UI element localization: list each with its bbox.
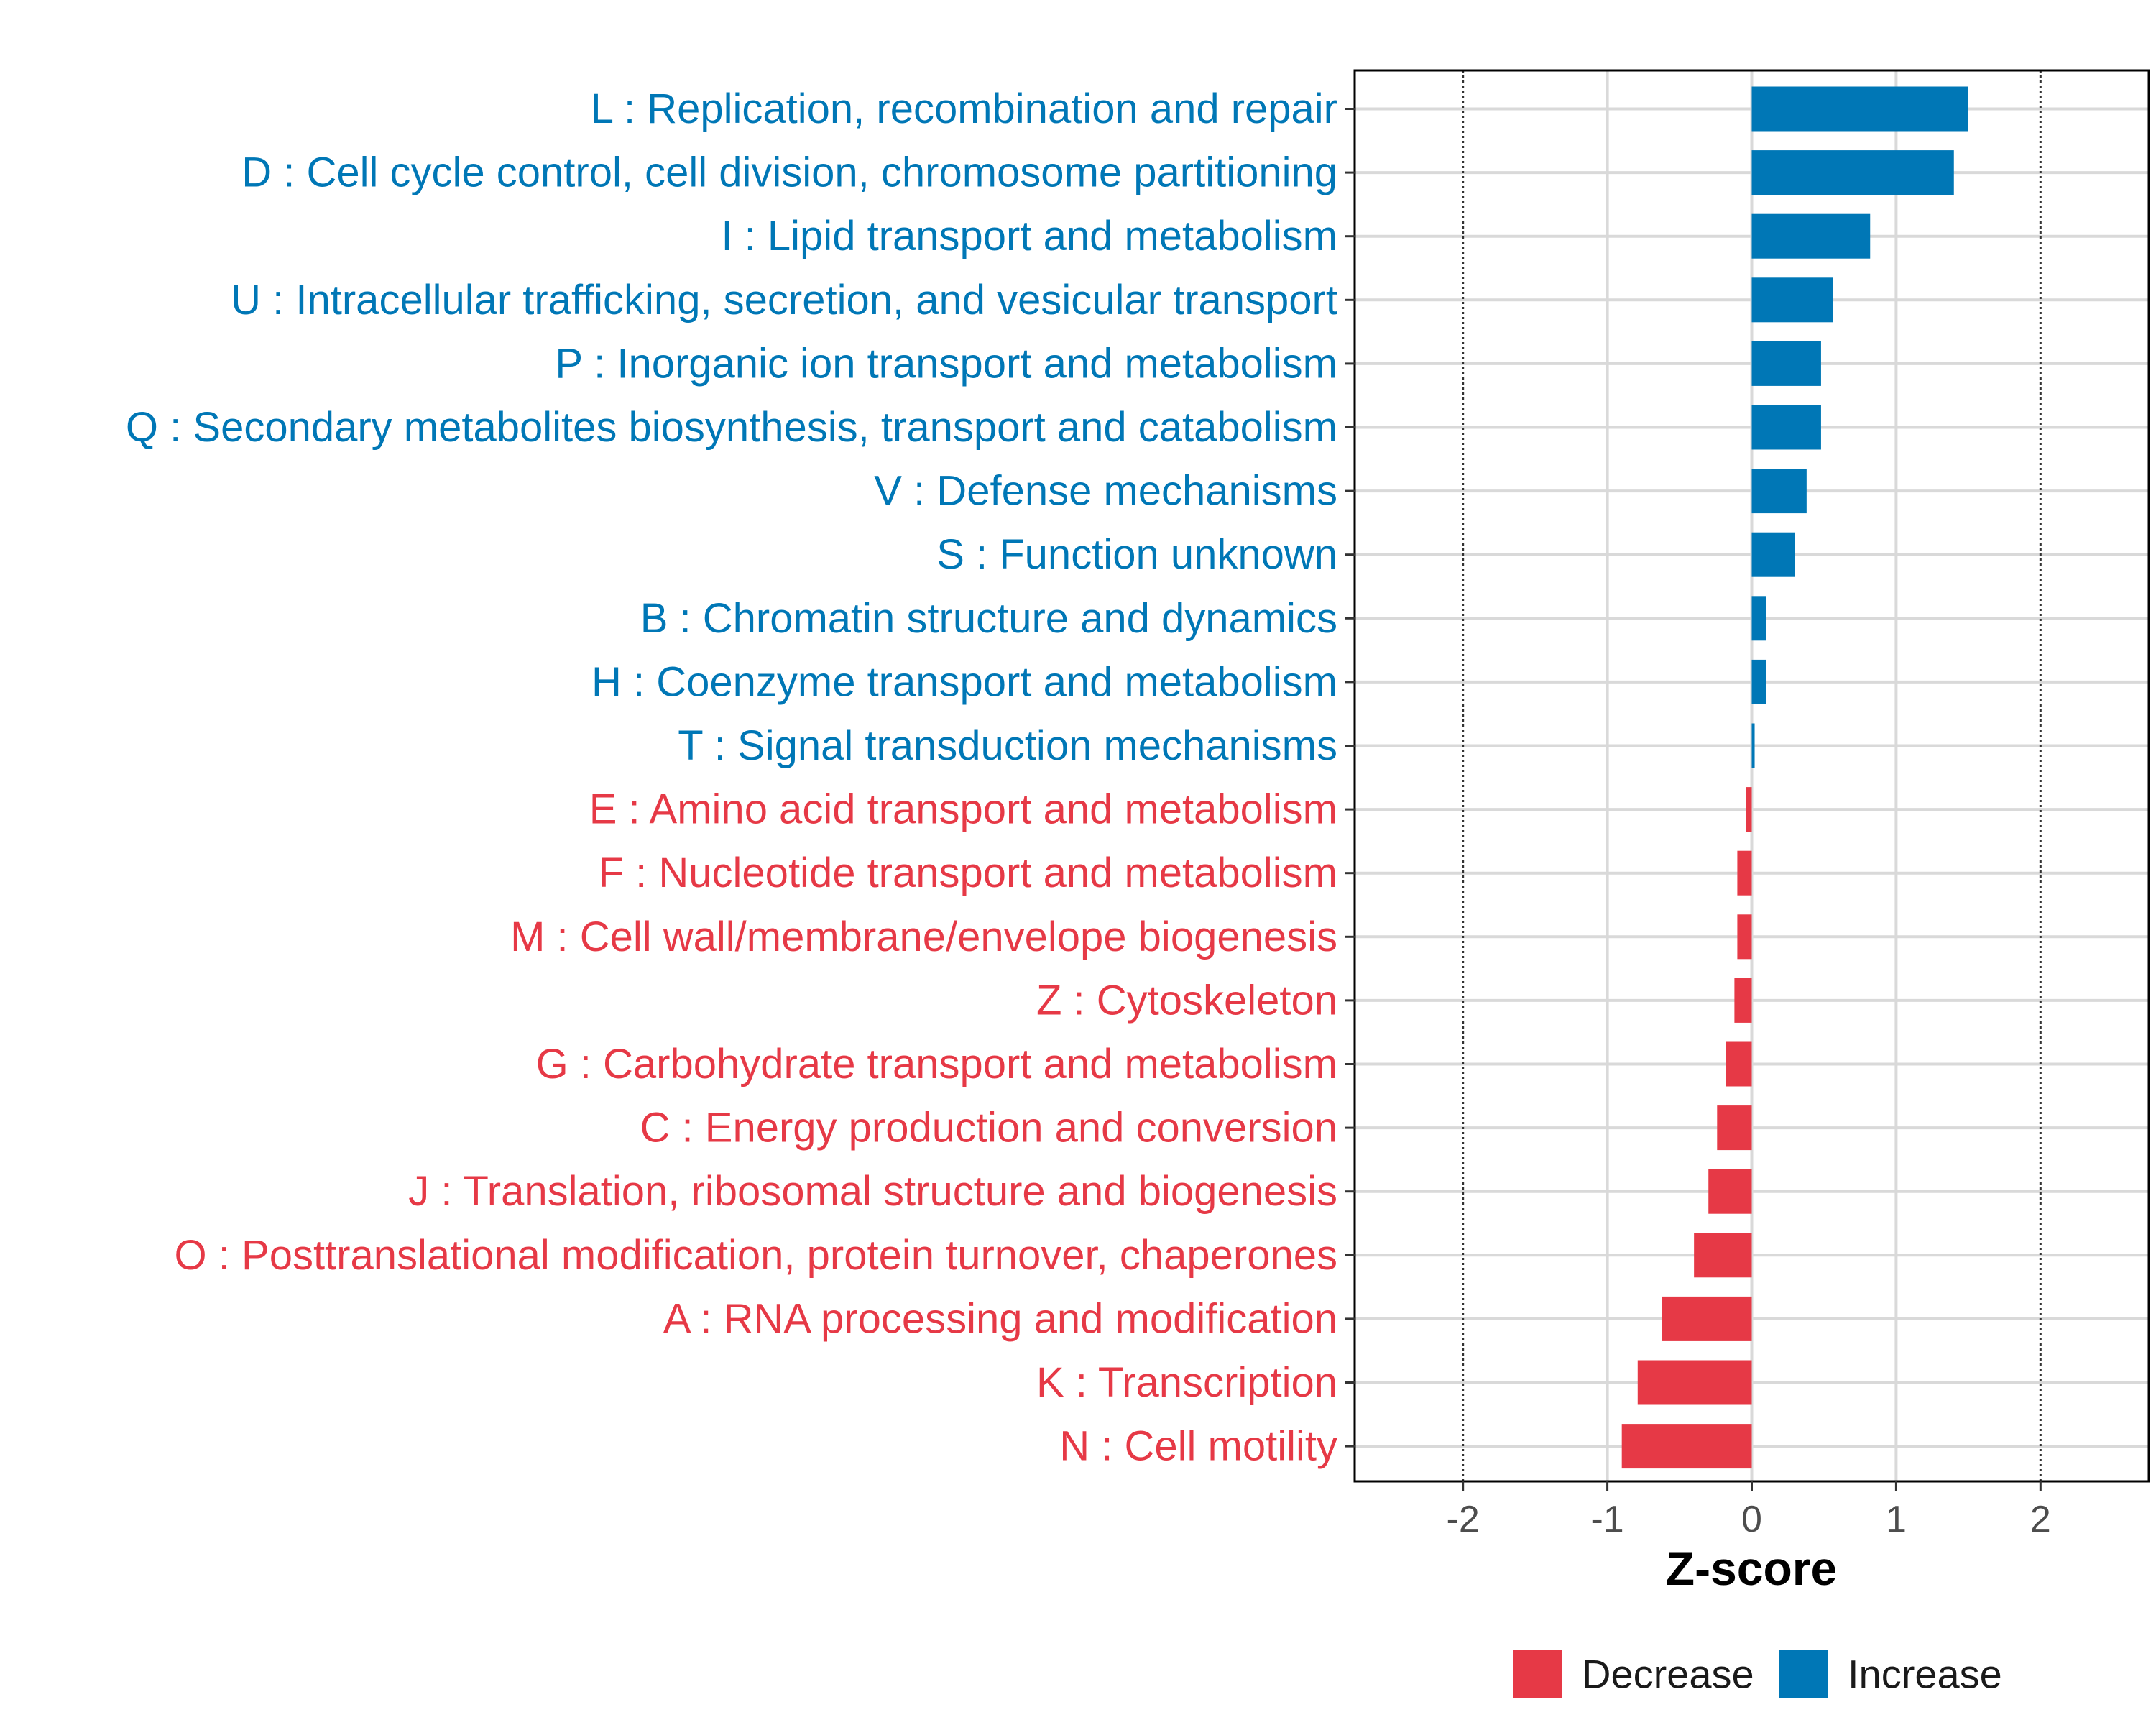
legend-swatch-decrease	[1513, 1650, 1562, 1698]
bars	[1621, 86, 1968, 1469]
bar	[1751, 659, 1766, 704]
x-tick-label: 1	[1886, 1499, 1907, 1540]
y-tick-label: N : Cell motility	[1059, 1423, 1337, 1470]
y-tick-label: E : Amino acid transport and metabolism	[589, 786, 1337, 833]
bar	[1751, 469, 1807, 514]
y-tick-label: M : Cell wall/membrane/envelope biogenes…	[510, 914, 1337, 960]
bar	[1708, 1169, 1752, 1214]
legend-label-decrease: Decrease	[1582, 1652, 1754, 1697]
legend-label-increase: Increase	[1848, 1652, 2002, 1697]
reference-lines	[1462, 70, 2042, 1481]
x-tick-label: -1	[1590, 1499, 1623, 1540]
y-tick-label: S : Function unknown	[936, 531, 1337, 578]
y-tick-label: K : Transcription	[1036, 1359, 1337, 1406]
y-axis-ticks: L : Replication, recombination and repai…	[126, 86, 1355, 1470]
legend: Decrease Increase	[1513, 1650, 2002, 1698]
bar	[1734, 978, 1752, 1023]
bar	[1751, 405, 1821, 450]
bar	[1717, 1105, 1752, 1151]
y-tick-label: A : RNA processing and modification	[663, 1295, 1337, 1342]
bar	[1751, 341, 1821, 386]
y-tick-label: F : Nucleotide transport and metabolism	[599, 850, 1337, 896]
y-tick-label: C : Energy production and conversion	[640, 1105, 1337, 1151]
bar	[1621, 1424, 1752, 1469]
y-tick-label: U : Intracellular trafficking, secretion…	[231, 277, 1337, 323]
bar	[1737, 850, 1752, 896]
bar	[1746, 787, 1752, 832]
bar	[1662, 1296, 1752, 1341]
y-tick-label: L : Replication, recombination and repai…	[591, 86, 1337, 132]
bar	[1737, 914, 1752, 960]
y-tick-label: D : Cell cycle control, cell division, c…	[241, 150, 1337, 196]
y-tick-label: H : Coenzyme transport and metabolism	[591, 658, 1337, 705]
bar	[1751, 723, 1755, 768]
y-tick-label: Q : Secondary metabolites biosynthesis, …	[126, 404, 1337, 451]
y-tick-label: Z : Cytoskeleton	[1036, 977, 1337, 1024]
bar	[1726, 1041, 1752, 1087]
bar	[1751, 150, 1954, 196]
y-tick-label: T : Signal transduction mechanisms	[678, 722, 1337, 769]
y-tick-label: B : Chromatin structure and dynamics	[640, 595, 1337, 642]
y-tick-label: P : Inorganic ion transport and metaboli…	[555, 340, 1337, 387]
y-tick-label: O : Posttranslational modification, prot…	[175, 1232, 1337, 1279]
bar	[1751, 277, 1833, 323]
bar	[1751, 213, 1871, 259]
legend-swatch-increase	[1779, 1650, 1828, 1698]
y-tick-label: G : Carbohydrate transport and metabolis…	[536, 1041, 1337, 1087]
bar	[1694, 1233, 1752, 1278]
x-axis-title: Z-score	[1666, 1542, 1837, 1595]
bar	[1751, 86, 1968, 132]
bar	[1751, 532, 1795, 577]
x-axis-ticks: -2 -1 0 1 2	[1447, 1481, 2051, 1540]
bar	[1751, 596, 1766, 641]
x-tick-label: 2	[2030, 1499, 2051, 1540]
y-tick-label: I : Lipid transport and metabolism	[721, 213, 1337, 259]
x-tick-label: 0	[1741, 1499, 1762, 1540]
y-tick-label: J : Translation, ribosomal structure and…	[408, 1168, 1337, 1215]
x-tick-label: -2	[1447, 1499, 1480, 1540]
y-tick-label: V : Defense mechanisms	[874, 468, 1337, 515]
bar	[1637, 1360, 1752, 1405]
